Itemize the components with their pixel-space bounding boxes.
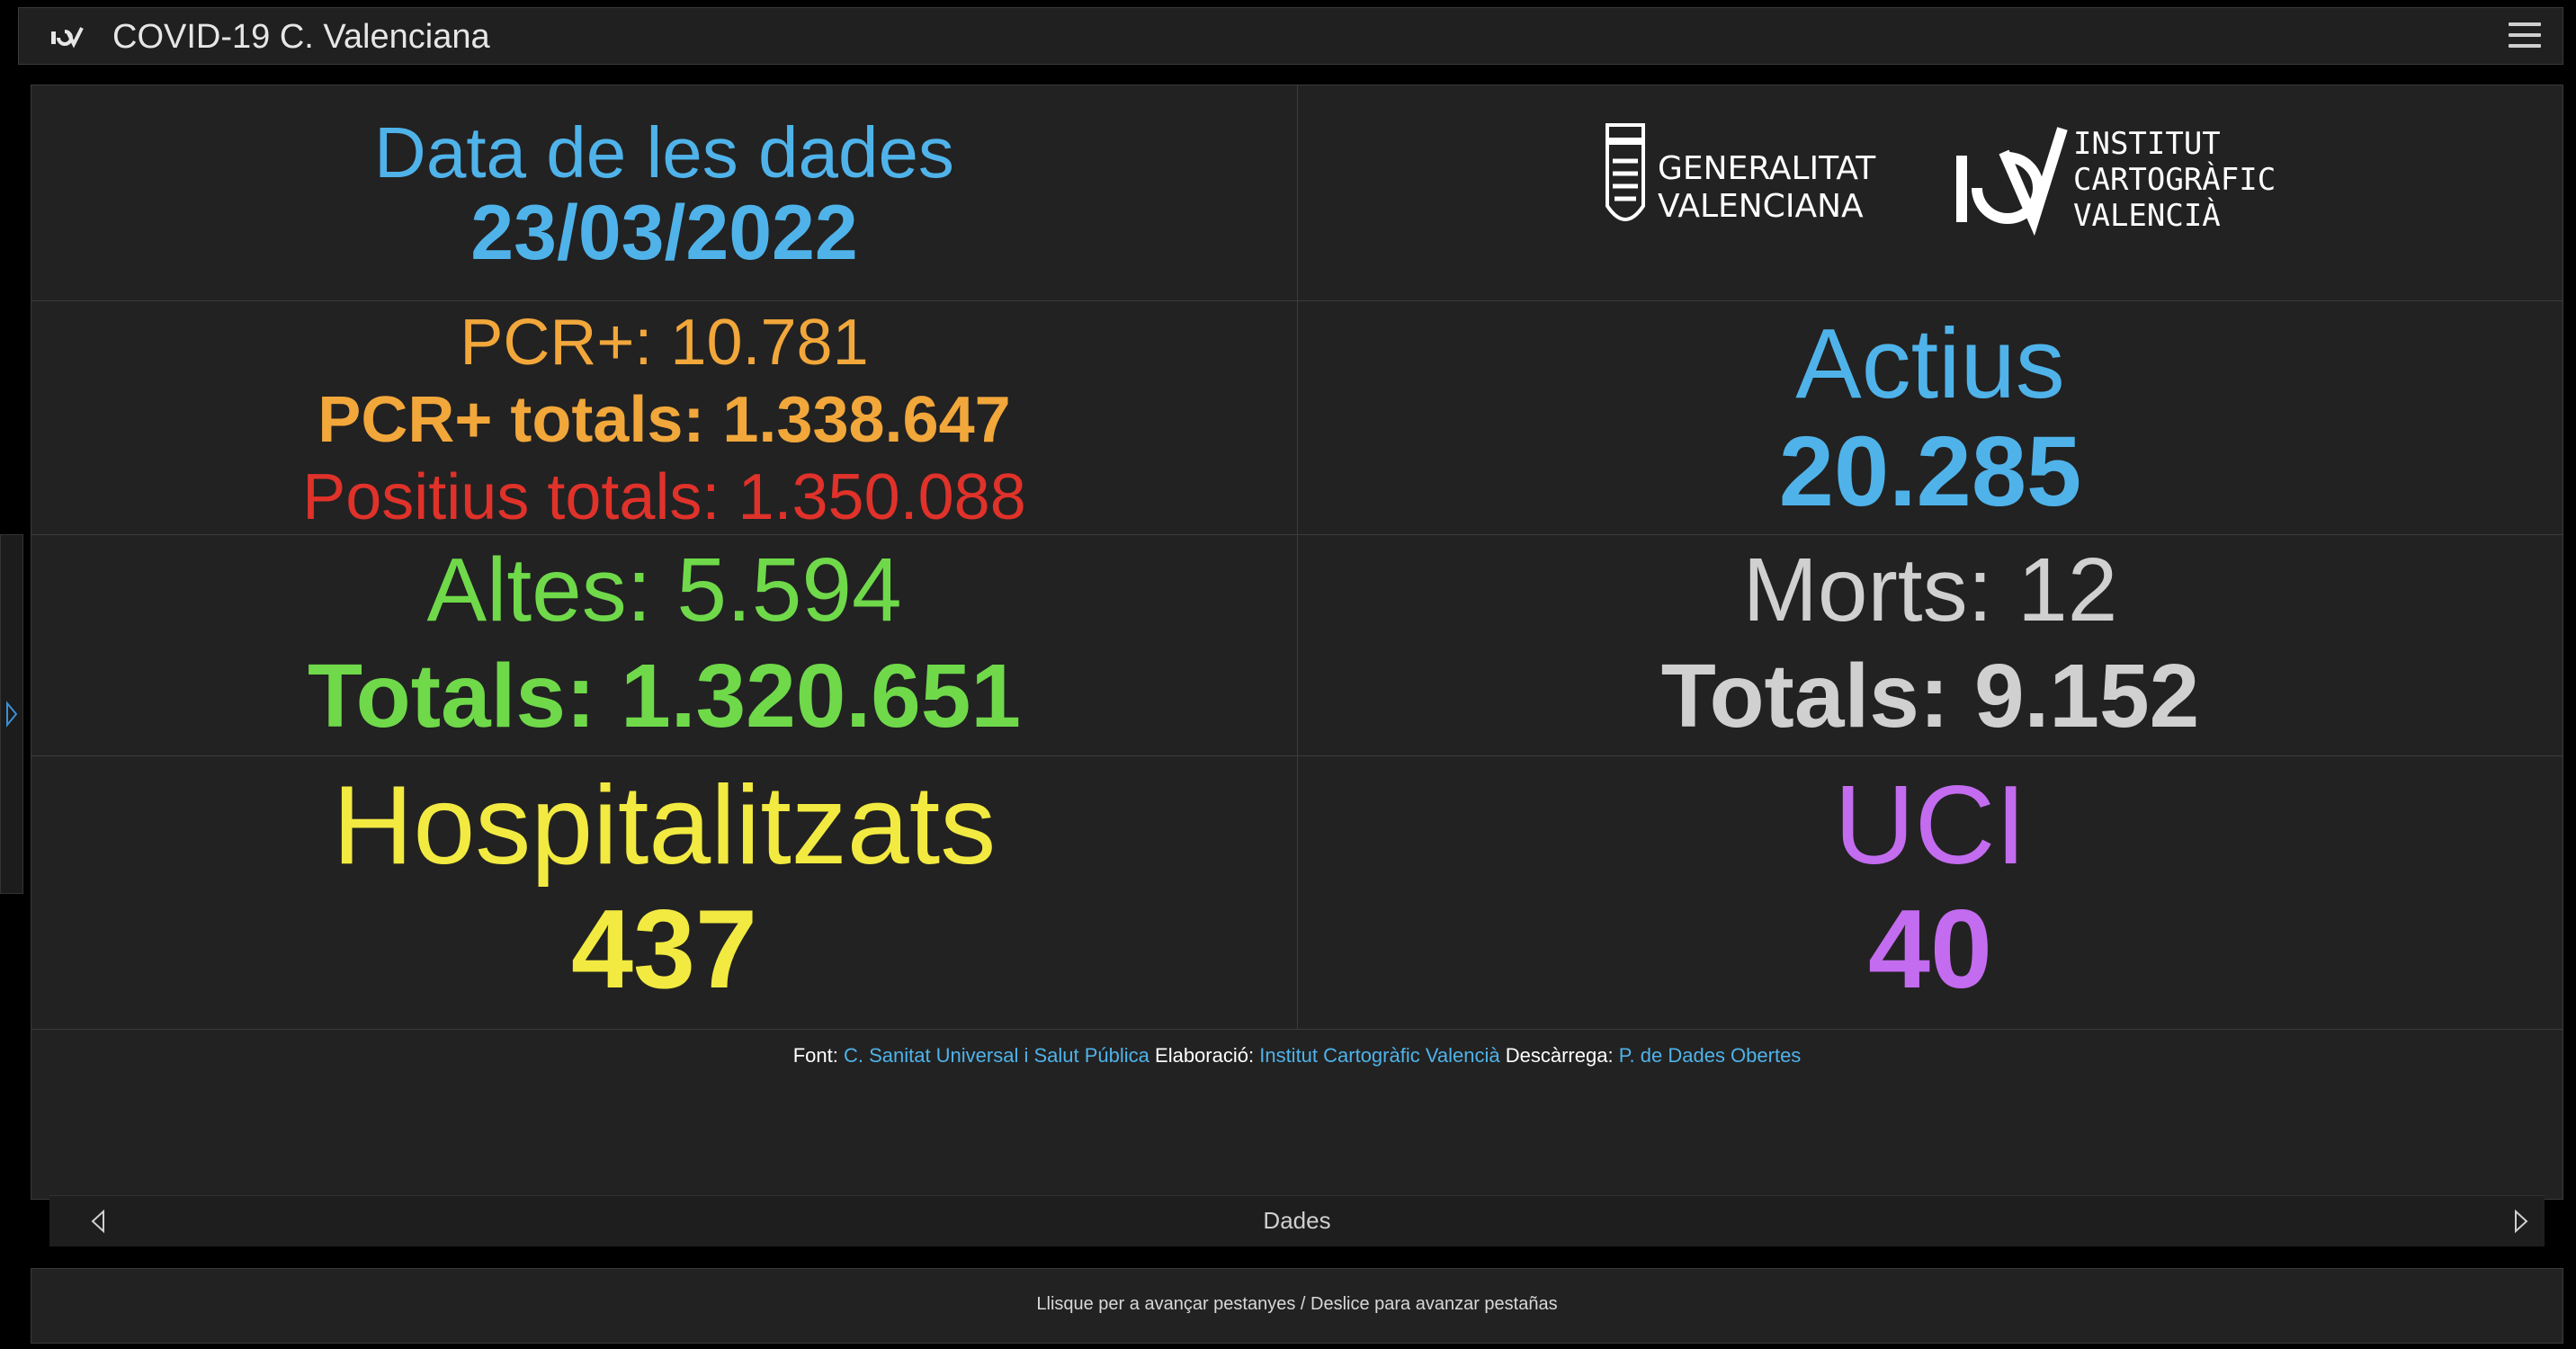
hospital-value: 437 [571, 888, 757, 1012]
dashboard-panel: Data de les dades 23/03/2022 GENERALITAT… [31, 85, 2563, 1246]
credits-font-label: Font: [792, 1044, 838, 1067]
icv-logo-icon [51, 27, 84, 49]
app-title: COVID-19 C. Valenciana [112, 18, 490, 56]
credits-elaboracio-link[interactable]: Institut Cartogràfic Valencià [1259, 1044, 1500, 1067]
previous-tab-icon[interactable] [89, 1209, 107, 1234]
icv-line2: CARTOGRÀFIC [2073, 161, 2276, 198]
credits-line: Font: C. Sanitat Universal i Salut Públi… [31, 1044, 2563, 1068]
swipe-hint-bar: Llisque per a avançar pestanyes / Deslic… [31, 1268, 2563, 1344]
swipe-hint-text: Llisque per a avançar pestanyes / Deslic… [1036, 1294, 1558, 1314]
pcr-card: PCR+: 10.781 PCR+ totals: 1.338.647 Posi… [31, 301, 1298, 535]
uci-value: 40 [1868, 888, 1992, 1012]
hospital-card: Hospitalitzats 437 [31, 756, 1298, 1030]
credits-descarrega-label: Descàrrega: [1505, 1044, 1614, 1067]
altes-daily: Altes: 5.594 [426, 540, 902, 640]
pcr-totals: PCR+ totals: 1.338.647 [318, 384, 1011, 456]
generalitat-line1: GENERALITAT [1658, 150, 1876, 187]
hospital-label: Hospitalitzats [332, 764, 997, 888]
tab-pager: Dades [49, 1195, 2545, 1246]
date-value: 23/03/2022 [470, 190, 858, 276]
current-tab-label: Dades [1263, 1207, 1331, 1234]
morts-daily: Morts: 12 [1742, 540, 2118, 640]
hamburger-menu-icon[interactable] [2509, 22, 2541, 49]
icv-line1: INSTITUT [2073, 126, 2221, 162]
sidebar-expand-handle[interactable] [0, 534, 23, 894]
chevron-right-icon [6, 701, 18, 728]
logos-card: GENERALITAT VALENCIANA INSTITUT CARTOGRÀ… [1298, 85, 2563, 301]
icv-line3: VALENCIÀ [2073, 197, 2221, 234]
app-header: COVID-19 C. Valenciana [18, 7, 2563, 65]
generalitat-line2: VALENCIANA [1658, 188, 1864, 225]
generalitat-valenciana-logo: GENERALITAT VALENCIANA [1606, 123, 1876, 225]
date-label: Data de les dades [374, 112, 954, 192]
altes-totals: Totals: 1.320.651 [307, 646, 1022, 746]
actius-value: 20.285 [1778, 416, 2082, 527]
actius-label: Actius [1795, 308, 2065, 419]
morts-card: Morts: 12 Totals: 9.152 [1298, 535, 2563, 756]
credits-font-link[interactable]: C. Sanitat Universal i Salut Pública [843, 1044, 1149, 1067]
positives-totals: Positius totals: 1.350.088 [302, 461, 1026, 533]
actius-card: Actius 20.285 [1298, 301, 2563, 535]
credits-descarrega-link[interactable]: P. de Dades Obertes [1618, 1044, 1802, 1067]
date-card: Data de les dades 23/03/2022 [31, 85, 1298, 301]
next-tab-icon[interactable] [2512, 1209, 2530, 1234]
pcr-daily: PCR+: 10.781 [460, 307, 869, 379]
uci-card: UCI 40 [1298, 756, 2563, 1030]
altes-card: Altes: 5.594 Totals: 1.320.651 [31, 535, 1298, 756]
morts-totals: Totals: 9.152 [1660, 646, 2200, 746]
institution-logos: GENERALITAT VALENCIANA INSTITUT CARTOGRÀ… [1606, 123, 2276, 237]
credits-elaboracio-label: Elaboració: [1155, 1044, 1255, 1067]
icv-logo: INSTITUT CARTOGRÀFIC VALENCIÀ [1956, 126, 2276, 237]
uci-label: UCI [1834, 764, 2026, 888]
